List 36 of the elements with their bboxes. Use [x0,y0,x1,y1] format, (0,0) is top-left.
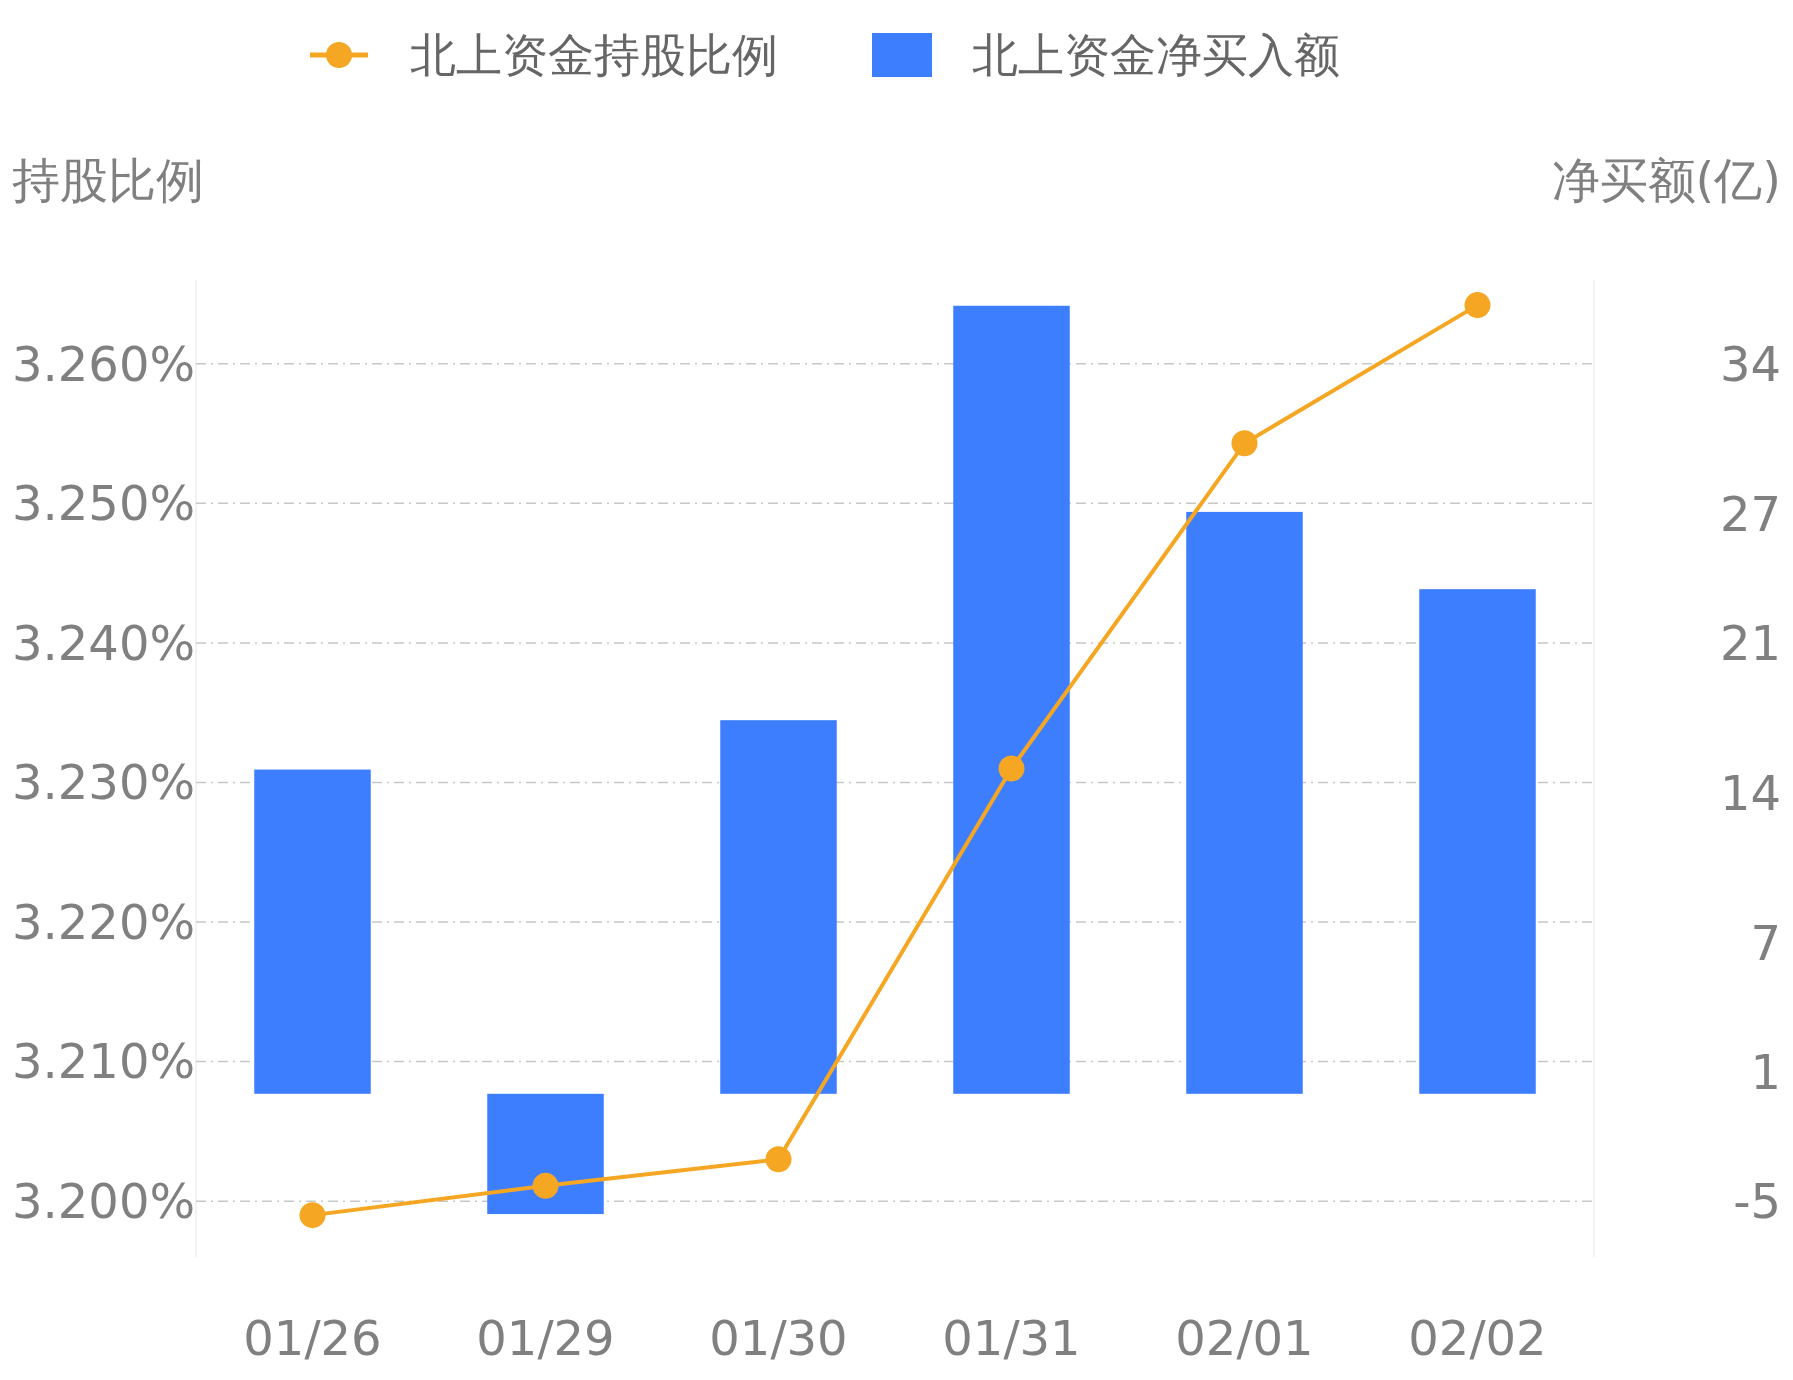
y2-tick-label: 21 [1719,614,1781,671]
y2-tick-label: 14 [1719,764,1781,821]
x-tick-label: 01/30 [709,1309,848,1366]
legend-label: 北上资金持股比例 [410,28,778,83]
bar [953,305,1070,1094]
x-tick-label: 01/31 [942,1309,1081,1366]
bar [487,1093,604,1215]
point [1464,292,1491,319]
y2-tick-label: 34 [1719,335,1781,392]
y2-tick-label: 27 [1719,485,1781,542]
x-tick-label: 01/29 [476,1309,615,1366]
y2-tick-label: 7 [1750,915,1781,972]
legend-label: 北上资金净买入额 [972,28,1340,83]
point [299,1202,326,1229]
y-tick-label: 3.210% [12,1033,196,1090]
y2-tick-label: -5 [1733,1172,1781,1229]
x-tick-label: 01/26 [243,1309,382,1366]
y-tick-label: 3.230% [12,754,196,811]
y-tick-label: 3.200% [12,1172,196,1229]
y-tick-label: 3.220% [12,893,196,950]
point [998,755,1025,782]
point [765,1146,792,1173]
x-tick-label: 02/01 [1175,1309,1314,1366]
bar [1186,511,1303,1094]
bar [254,769,371,1094]
bar [1419,589,1536,1094]
y-tick-label: 3.260% [12,335,196,392]
y-tick-label: 3.240% [12,614,196,671]
y2-tick-label: 1 [1750,1044,1781,1101]
bar [720,720,837,1094]
y2-axis-title: 净买额(亿) [1551,151,1781,208]
point [532,1172,559,1199]
point [1231,430,1258,457]
y-tick-label: 3.250% [12,475,196,532]
x-tick-label: 02/02 [1408,1309,1547,1366]
y-axis-title: 持股比例 [12,151,204,208]
